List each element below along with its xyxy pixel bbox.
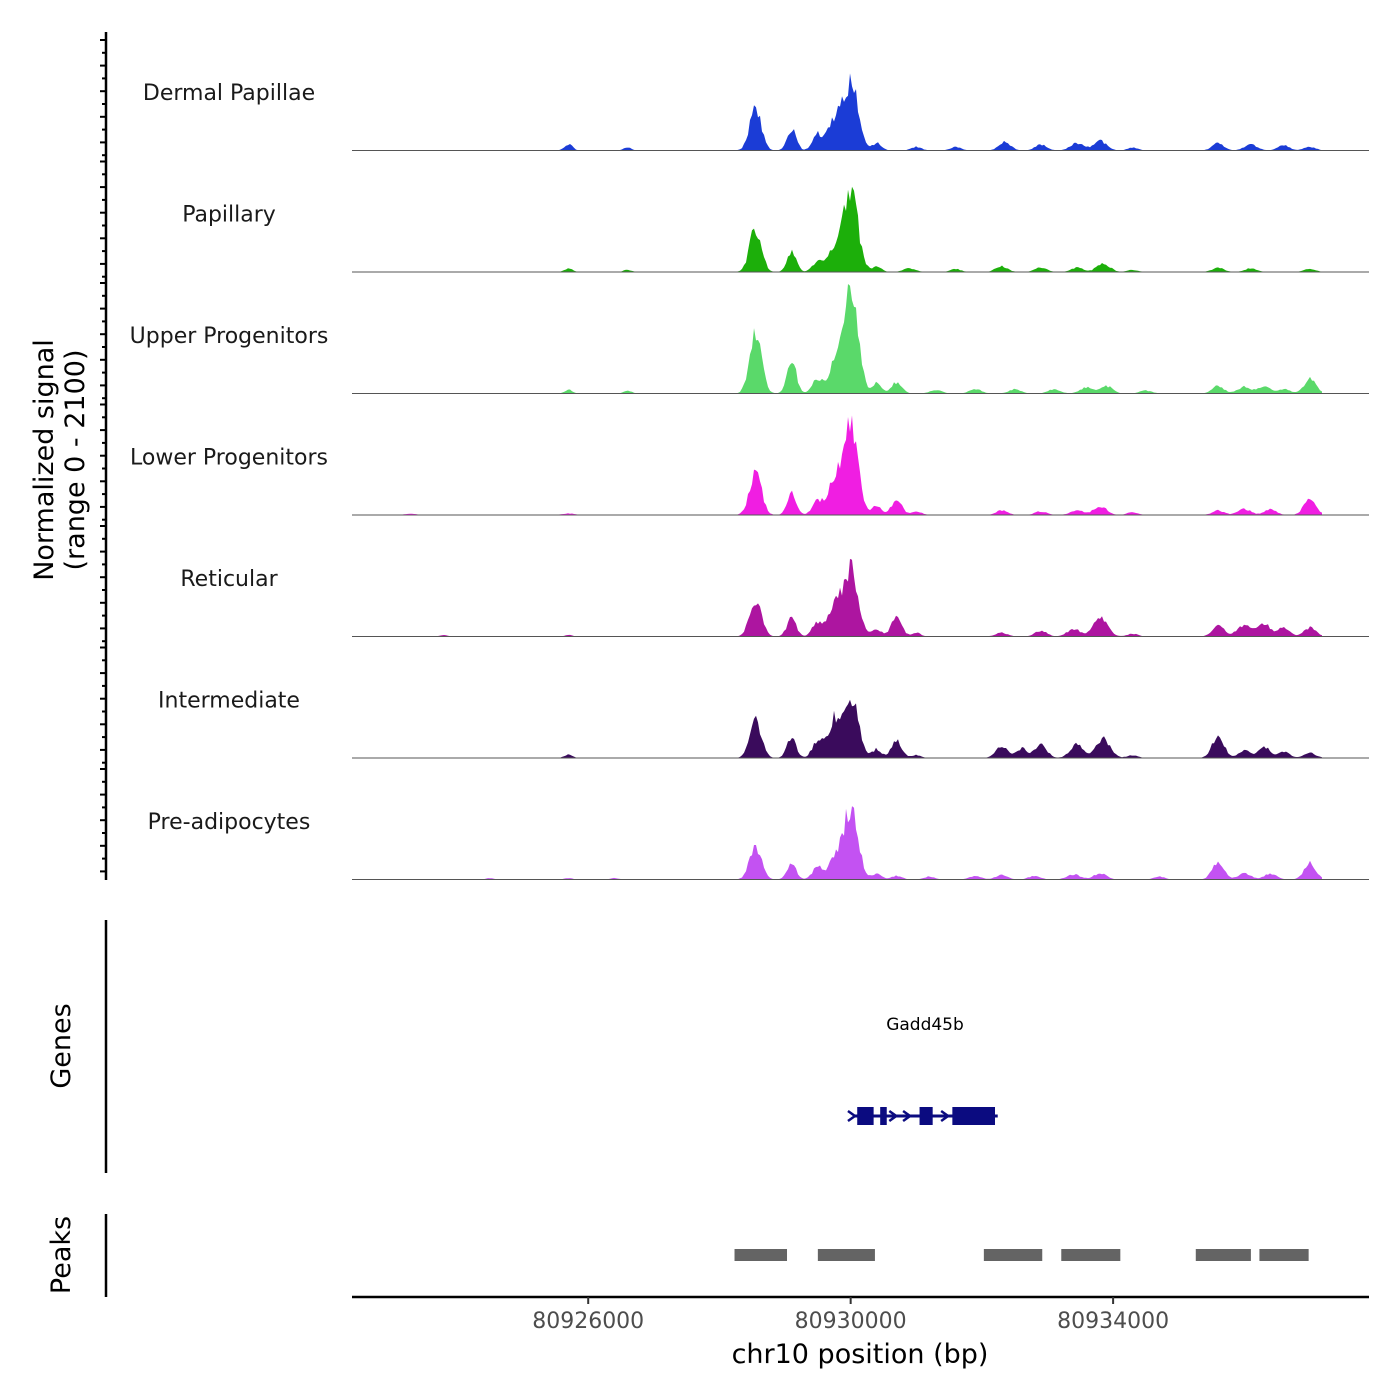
gene-label: Gadd45b — [886, 1015, 964, 1035]
gene-exon-2 — [919, 1107, 933, 1125]
x-axis-title: chr10 position (bp) — [732, 1339, 989, 1370]
track-label-4: Reticular — [180, 567, 278, 592]
peak-4 — [1195, 1249, 1251, 1261]
track-4: Reticular — [180, 558, 1369, 637]
track-5: Intermediate — [158, 689, 1369, 759]
track-signal-1 — [352, 186, 1322, 272]
peak-2 — [983, 1249, 1043, 1261]
track-label-1: Papillary — [182, 203, 276, 228]
track-0: Dermal Papillae — [143, 73, 1369, 151]
genes-axis-title: Genes — [46, 1003, 77, 1088]
y-axis-title-line1: Normalized signal — [29, 339, 60, 581]
peak-regions — [734, 1249, 1309, 1261]
y-axis-title-line2: (range 0 - 2100) — [60, 350, 91, 571]
strand-arrow-3 — [940, 1109, 951, 1123]
x-tick-label-1: 80930000 — [795, 1309, 907, 1334]
track-signal-5 — [352, 699, 1322, 758]
track-signal-4 — [352, 558, 1322, 637]
strand-arrow-0 — [847, 1109, 858, 1123]
gene-models — [847, 1107, 998, 1125]
track-signal-6 — [352, 806, 1322, 880]
track-signal-2 — [352, 284, 1322, 394]
x-tick-label-0: 80926000 — [532, 1309, 644, 1334]
peak-0 — [734, 1249, 788, 1261]
peak-5 — [1259, 1249, 1309, 1261]
track-2: Upper Progenitors — [130, 284, 1369, 394]
track-label-6: Pre-adipocytes — [148, 810, 311, 835]
peaks-axis-title: Peaks — [46, 1216, 77, 1294]
strand-arrow-2 — [902, 1109, 913, 1123]
track-label-5: Intermediate — [158, 689, 300, 714]
gene-exon-3 — [952, 1107, 996, 1125]
track-6: Pre-adipocytes — [148, 806, 1369, 880]
peak-3 — [1061, 1249, 1121, 1261]
track-label-3: Lower Progenitors — [130, 446, 328, 471]
track-signal-0 — [352, 73, 1322, 151]
gene-exon-1 — [880, 1107, 887, 1125]
track-label-0: Dermal Papillae — [143, 81, 315, 106]
peak-1 — [817, 1249, 875, 1261]
x-axis-ticks — [587, 1297, 1115, 1304]
signal-tracks: Dermal Papillae Papillary Upper Progenitor… — [130, 73, 1369, 880]
track-3: Lower Progenitors — [130, 415, 1369, 516]
signal-y-axis-ticks — [100, 39, 106, 873]
track-signal-3 — [352, 415, 1322, 515]
gene-exon-0 — [857, 1107, 874, 1125]
track-1: Papillary — [182, 186, 1369, 273]
track-label-2: Upper Progenitors — [130, 324, 329, 349]
strand-arrow-1 — [888, 1109, 899, 1123]
x-tick-label-2: 80934000 — [1057, 1309, 1169, 1334]
